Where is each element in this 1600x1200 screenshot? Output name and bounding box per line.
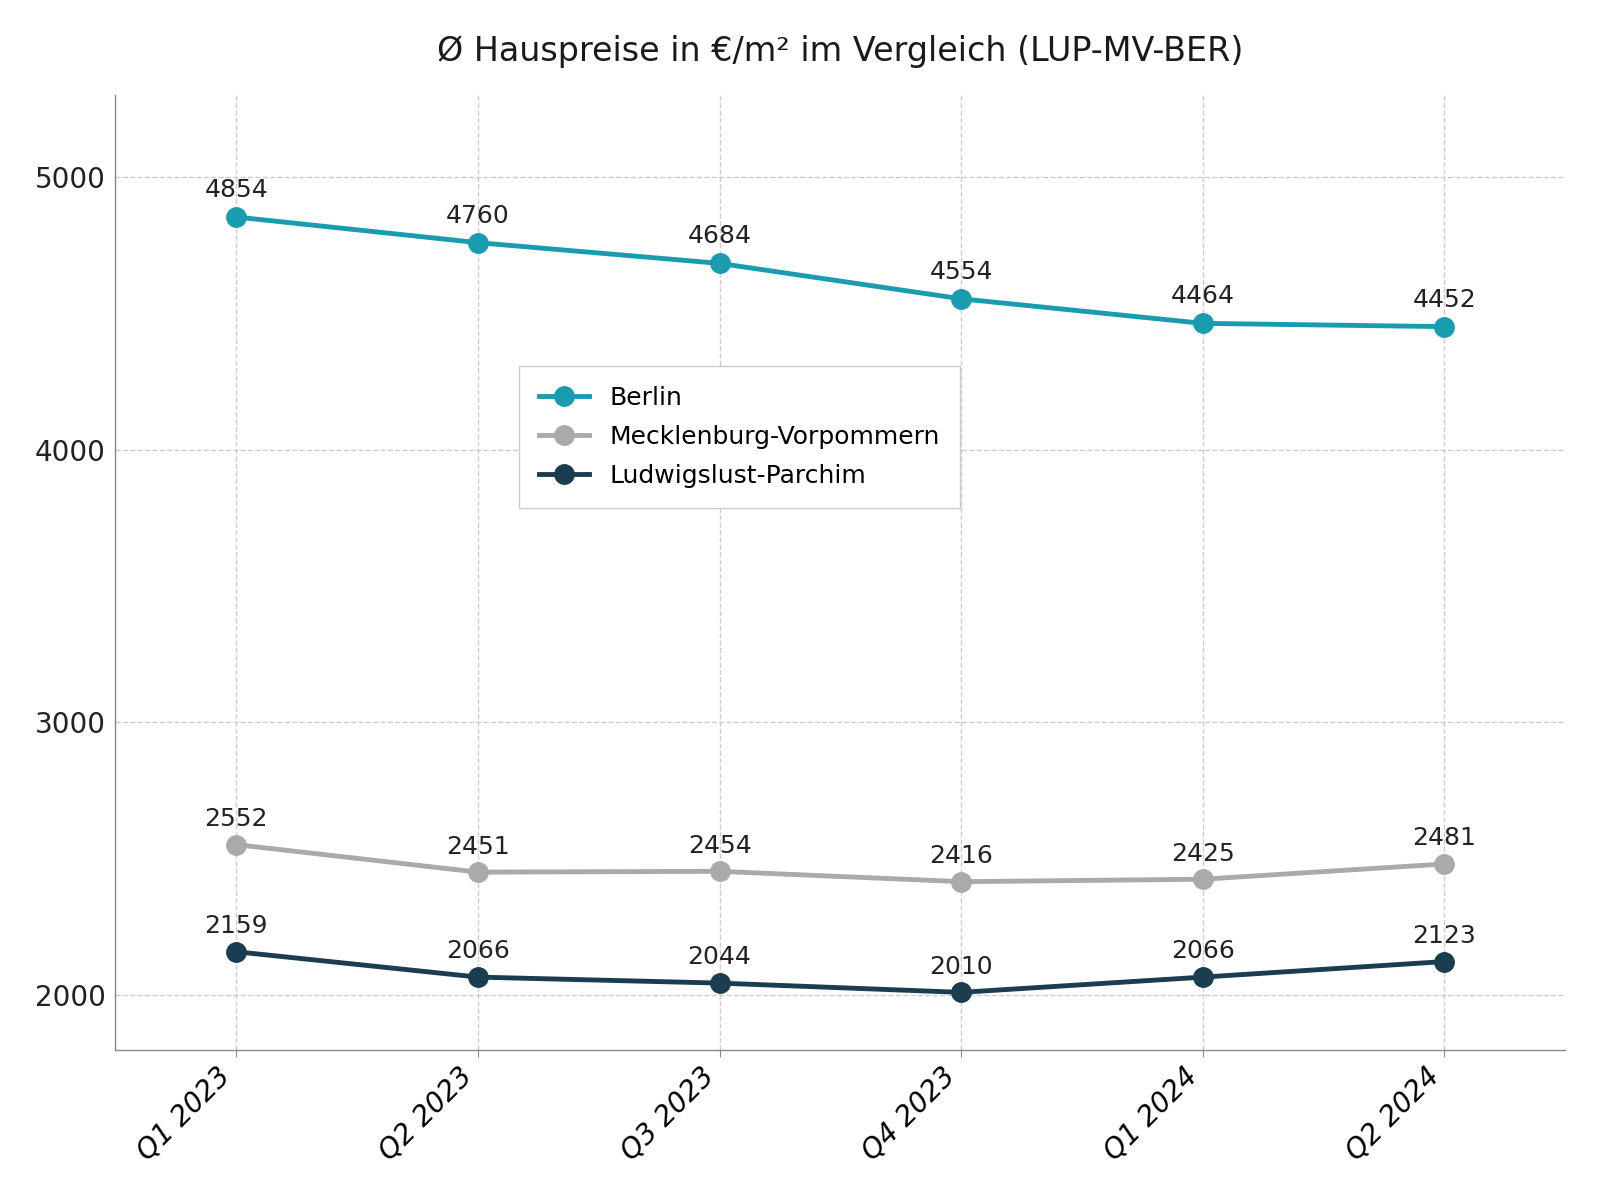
- Mecklenburg-Vorpommern: [952, 875, 971, 889]
- Text: 4854: 4854: [205, 178, 269, 202]
- Mecklenburg-Vorpommern: [710, 864, 730, 878]
- Mecklenburg-Vorpommern: [469, 865, 488, 880]
- Legend: Berlin, Mecklenburg-Vorpommern, Ludwigslust-Parchim: Berlin, Mecklenburg-Vorpommern, Ludwigsl…: [520, 366, 960, 508]
- Text: 4452: 4452: [1413, 288, 1477, 312]
- Ludwigslust-Parchim: [1435, 954, 1454, 968]
- Text: 2481: 2481: [1413, 827, 1477, 851]
- Berlin: [1194, 316, 1213, 330]
- Mecklenburg-Vorpommern: [227, 838, 246, 852]
- Text: 4760: 4760: [446, 204, 510, 228]
- Ludwigslust-Parchim: [710, 976, 730, 990]
- Text: 2123: 2123: [1413, 924, 1477, 948]
- Text: 2425: 2425: [1171, 841, 1235, 865]
- Text: 4554: 4554: [930, 260, 994, 284]
- Text: 2044: 2044: [688, 946, 752, 970]
- Title: Ø Hauspreise in €/m² im Vergleich (LUP-MV-BER): Ø Hauspreise in €/m² im Vergleich (LUP-M…: [437, 35, 1243, 67]
- Line: Mecklenburg-Vorpommern: Mecklenburg-Vorpommern: [227, 835, 1454, 892]
- Line: Berlin: Berlin: [227, 208, 1454, 336]
- Ludwigslust-Parchim: [469, 970, 488, 984]
- Text: 4684: 4684: [688, 224, 752, 248]
- Text: 2552: 2552: [205, 806, 269, 830]
- Text: 2066: 2066: [1171, 940, 1235, 964]
- Ludwigslust-Parchim: [952, 985, 971, 1000]
- Text: 2451: 2451: [446, 834, 510, 858]
- Berlin: [1435, 319, 1454, 334]
- Mecklenburg-Vorpommern: [1194, 872, 1213, 887]
- Text: 2416: 2416: [930, 844, 994, 868]
- Text: 2010: 2010: [930, 955, 994, 979]
- Text: 4464: 4464: [1171, 284, 1235, 308]
- Line: Ludwigslust-Parchim: Ludwigslust-Parchim: [227, 942, 1454, 1002]
- Ludwigslust-Parchim: [227, 944, 246, 959]
- Berlin: [710, 256, 730, 270]
- Mecklenburg-Vorpommern: [1435, 857, 1454, 871]
- Text: 2159: 2159: [205, 914, 269, 938]
- Ludwigslust-Parchim: [1194, 970, 1213, 984]
- Text: 2454: 2454: [688, 834, 752, 858]
- Text: 2066: 2066: [446, 940, 510, 964]
- Berlin: [952, 292, 971, 306]
- Berlin: [469, 235, 488, 250]
- Berlin: [227, 210, 246, 224]
